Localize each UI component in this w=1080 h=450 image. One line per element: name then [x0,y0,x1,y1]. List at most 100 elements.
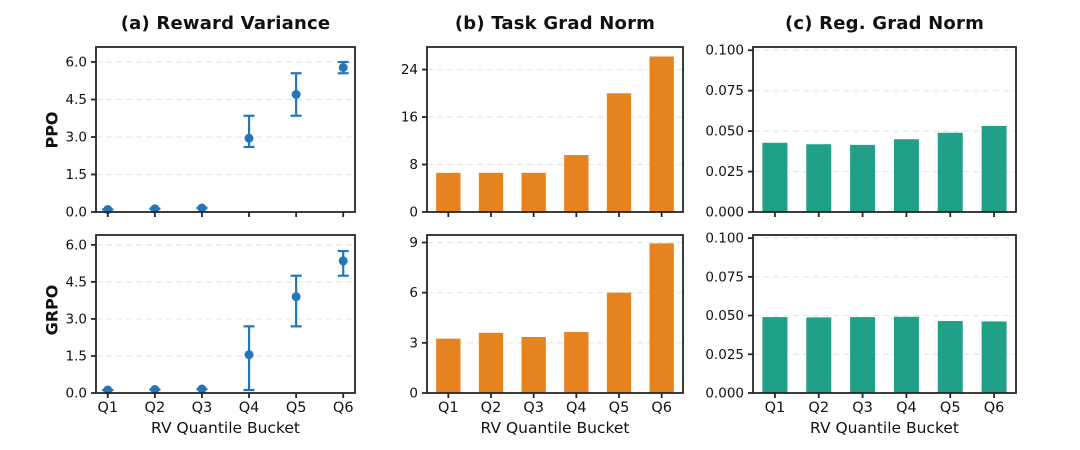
bar-Q6 [649,243,674,393]
bar-Q1 [436,338,461,393]
x-tick-label: Q1 [765,400,786,416]
x-tick-label: Q4 [239,400,260,416]
x-tick-label: Q3 [523,400,544,416]
data-point-Q4 [244,133,254,143]
bar-Q4 [564,155,589,212]
y-tick-label: 9 [409,235,418,251]
data-point-Q3 [197,203,207,213]
y-tick-label: 0.0 [66,386,87,402]
x-tick-label: Q3 [192,400,213,416]
y-tick-label: 0.050 [705,124,744,140]
data-point-Q6 [338,63,348,72]
y-tick-label: 4.5 [66,274,87,290]
y-tick-label: 1.5 [66,167,87,183]
bar-Q3 [850,317,876,393]
y-tick-label: 3.0 [66,130,87,146]
y-tick-label: 0 [409,386,418,402]
x-tick-label: Q6 [651,400,672,416]
x-tick-label: Q2 [481,400,502,416]
bar-Q1 [436,172,461,212]
y-tick-label: 4.5 [66,92,87,108]
bar-Q4 [893,139,919,212]
subplot-title-b: (b) Task Grad Norm [454,13,656,34]
subplot-ppo-reg-grad-norm: 0.000 0.025 0.050 0.075 0.100 [705,43,1017,221]
data-point-Q5 [291,292,301,302]
axes-spines [95,46,356,213]
subplot-title-c: (c) Reg. Grad Norm [784,13,985,34]
y-tick-label: 0.025 [705,164,744,180]
x-tick-label: Q5 [940,400,961,416]
x-tick-label: Q3 [852,400,873,416]
bar-Q6 [981,125,1007,212]
bar-Q3 [521,172,546,212]
bar-Q5 [937,320,963,393]
axes-spines [752,46,1017,213]
bar-Q2 [806,144,832,212]
axes-spines [426,46,684,213]
x-axis-label-col-a: RV Quantile Bucket [151,419,300,437]
bar-Q4 [564,331,589,393]
bar-Q6 [649,56,674,213]
x-tick-label: Q1 [97,400,118,416]
bar-Q4 [893,316,919,393]
data-point-Q5 [291,90,301,99]
data-point-Q2 [150,385,160,395]
subplot-grpo-task-grad-norm: 0 3 6 9 Q1 Q2 Q3 Q4 Q5 Q6 [409,234,684,416]
x-axis-label-col-b: RV Quantile Bucket [480,419,630,437]
bar-Q1 [762,317,788,393]
bar-Q3 [521,336,546,393]
data-point-Q4 [244,350,254,360]
y-tick-label: 6.0 [66,237,87,253]
x-tick-label: Q6 [984,400,1005,416]
y-tick-label: 3.0 [66,311,87,327]
bar-Q5 [606,292,632,393]
subplot-title-a: (a) Reward Variance [120,13,331,34]
axes-spines [95,234,356,394]
y-tick-label: 24 [401,62,418,78]
x-axis-label-col-c: RV Quantile Bucket [810,419,959,437]
x-tick-label: Q6 [333,400,354,416]
y-tick-label: 0 [409,205,418,221]
y-tick-label: 0.000 [705,205,744,221]
y-tick-label: 0.050 [705,308,744,324]
x-tick-label: Q4 [896,400,917,416]
subplot-grpo-reg-grad-norm: 0.000 0.025 0.050 0.075 0.100 Q1 Q2 Q3 Q4 Q5 Q6 [705,231,1017,416]
axes-spines [752,234,1017,394]
y-tick-label: 3 [409,335,418,351]
y-tick-label: 0.025 [705,347,744,363]
bar-Q2 [478,332,504,393]
subplot-grpo-reward-variance: 0.0 1.5 3.0 4.5 6.0 Q1 Q2 Q3 Q4 Q5 Q6 [66,234,356,416]
x-tick-label: Q2 [145,400,166,416]
y-tick-label: 0.000 [705,386,744,402]
x-tick-label: Q5 [609,400,630,416]
x-tick-label: Q2 [808,400,829,416]
bar-Q5 [937,132,963,212]
data-point-Q3 [197,384,207,394]
axes-spines [426,234,684,394]
x-tick-label: Q1 [438,400,459,416]
y-tick-label: 0.075 [705,83,744,99]
y-tick-label: 6 [409,285,418,301]
subplot-ppo-reward-variance: 0.0 1.5 3.0 4.5 6.0 [66,46,356,221]
y-tick-label: 6.0 [66,55,87,71]
y-tick-label: 0.075 [705,269,744,285]
bar-Q2 [478,172,504,212]
data-point-Q6 [338,256,348,266]
y-tick-label: 0.0 [66,205,87,221]
bar-Q1 [762,142,788,212]
bar-Q3 [850,144,876,212]
x-tick-label: Q5 [286,400,307,416]
bar-Q2 [806,317,832,393]
x-tick-label: Q4 [566,400,587,416]
y-tick-label: 8 [409,157,418,173]
data-point-Q2 [150,204,160,214]
bar-Q6 [981,321,1007,393]
bar-Q5 [606,93,632,212]
y-tick-label: 0.100 [705,43,744,59]
subplot-ppo-task-grad-norm: 0 8 16 24 [401,46,684,221]
y-tick-label: 16 [401,110,418,126]
y-tick-label: 0.100 [705,231,744,247]
y-tick-label: 1.5 [66,348,87,364]
